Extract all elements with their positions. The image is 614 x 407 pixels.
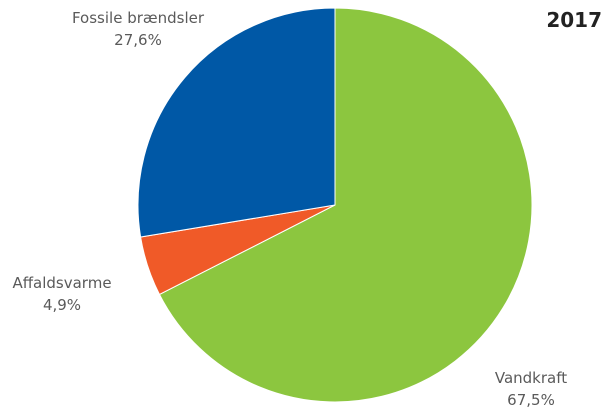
slice-value-fossile: 27,6% — [114, 31, 162, 49]
chart-title: 2017 — [546, 8, 602, 32]
pie-slice-fossile-brændsler — [137, 7, 336, 238]
slice-label-affaldsvarme: Affaldsvarme — [12, 274, 111, 292]
slice-value-affaldsvarme: 4,9% — [43, 296, 81, 314]
slice-label-fossile: Fossile brændsler — [72, 9, 205, 27]
pie-slices — [137, 7, 533, 403]
slice-value-vandkraft: 67,5% — [507, 391, 555, 407]
slice-label-vandkraft: Vandkraft — [495, 369, 567, 387]
pie-slice-vandkraft — [158, 7, 533, 403]
